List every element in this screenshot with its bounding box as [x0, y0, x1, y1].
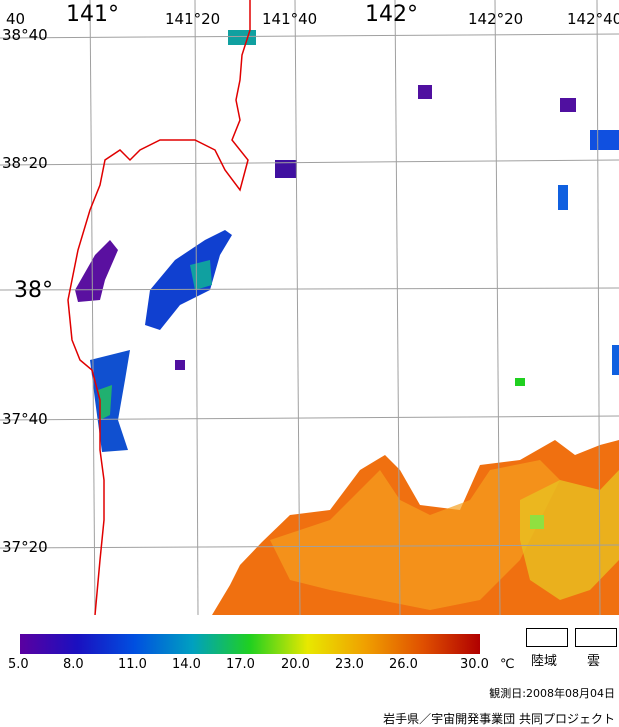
graticule	[0, 0, 619, 615]
lon-label-142: 142°	[365, 2, 418, 27]
scale-tick-26: 26.0	[389, 657, 418, 672]
lat-label-37-20: 37°20	[2, 538, 48, 556]
cloud-legend-label: 雲	[587, 654, 601, 669]
warm-sea-patch	[270, 460, 560, 610]
purple-patch-small	[275, 160, 297, 178]
temperature-colorbar	[20, 634, 480, 654]
purple-patch-ne	[418, 85, 432, 99]
cold-patch-2-green	[98, 385, 112, 420]
warm-sea-patch-yellow	[520, 470, 619, 600]
green-pixels	[530, 515, 544, 529]
blue-patch-e2	[612, 345, 619, 375]
lon-label-141-20: 141°20	[165, 10, 221, 28]
lon-label-40-west: 40	[6, 10, 26, 28]
lon-label-142-40: 142°40	[567, 10, 619, 28]
purple-dot	[175, 360, 185, 370]
unit-label: ℃	[500, 657, 515, 672]
lat-label-38-20: 38°20	[2, 154, 48, 172]
sst-map	[0, 0, 619, 615]
scale-tick-8: 8.0	[63, 657, 84, 672]
blue-patch-mid	[558, 185, 568, 210]
scale-tick-23: 23.0	[335, 657, 364, 672]
purple-patch	[75, 240, 118, 302]
lat-label-37-40: 37°40	[2, 410, 48, 428]
purple-patch-ne2	[560, 98, 576, 112]
cloud-legend-swatch	[575, 628, 617, 647]
cold-patch-1	[145, 230, 232, 330]
lon-label-141-40: 141°40	[262, 10, 318, 28]
scale-tick-17: 17.0	[226, 657, 255, 672]
coastline	[67, 0, 251, 615]
blue-patch-east	[590, 130, 619, 150]
scale-tick-11: 11.0	[118, 657, 147, 672]
lon-label-142-20: 142°20	[468, 10, 524, 28]
scale-tick-30: 30.0	[460, 657, 489, 672]
scale-tick-14: 14.0	[172, 657, 201, 672]
project-credit: 岩手県／宇宙開発事業団 共同プロジェクト	[383, 712, 615, 726]
green-dot	[515, 378, 525, 386]
land-legend-swatch	[526, 628, 568, 647]
cold-patch-1-cyan	[190, 260, 212, 290]
cyan-patch-top	[228, 30, 256, 45]
scale-tick-20: 20.0	[281, 657, 310, 672]
lat-label-38-40: 38°40	[2, 26, 48, 44]
lat-label-38: 38°	[14, 278, 53, 303]
observation-date: 観測日:2008年08月04日	[489, 687, 615, 700]
lon-label-141: 141°	[66, 2, 119, 27]
land-legend-label: 陸域	[531, 654, 558, 669]
scale-tick-5: 5.0	[8, 657, 29, 672]
